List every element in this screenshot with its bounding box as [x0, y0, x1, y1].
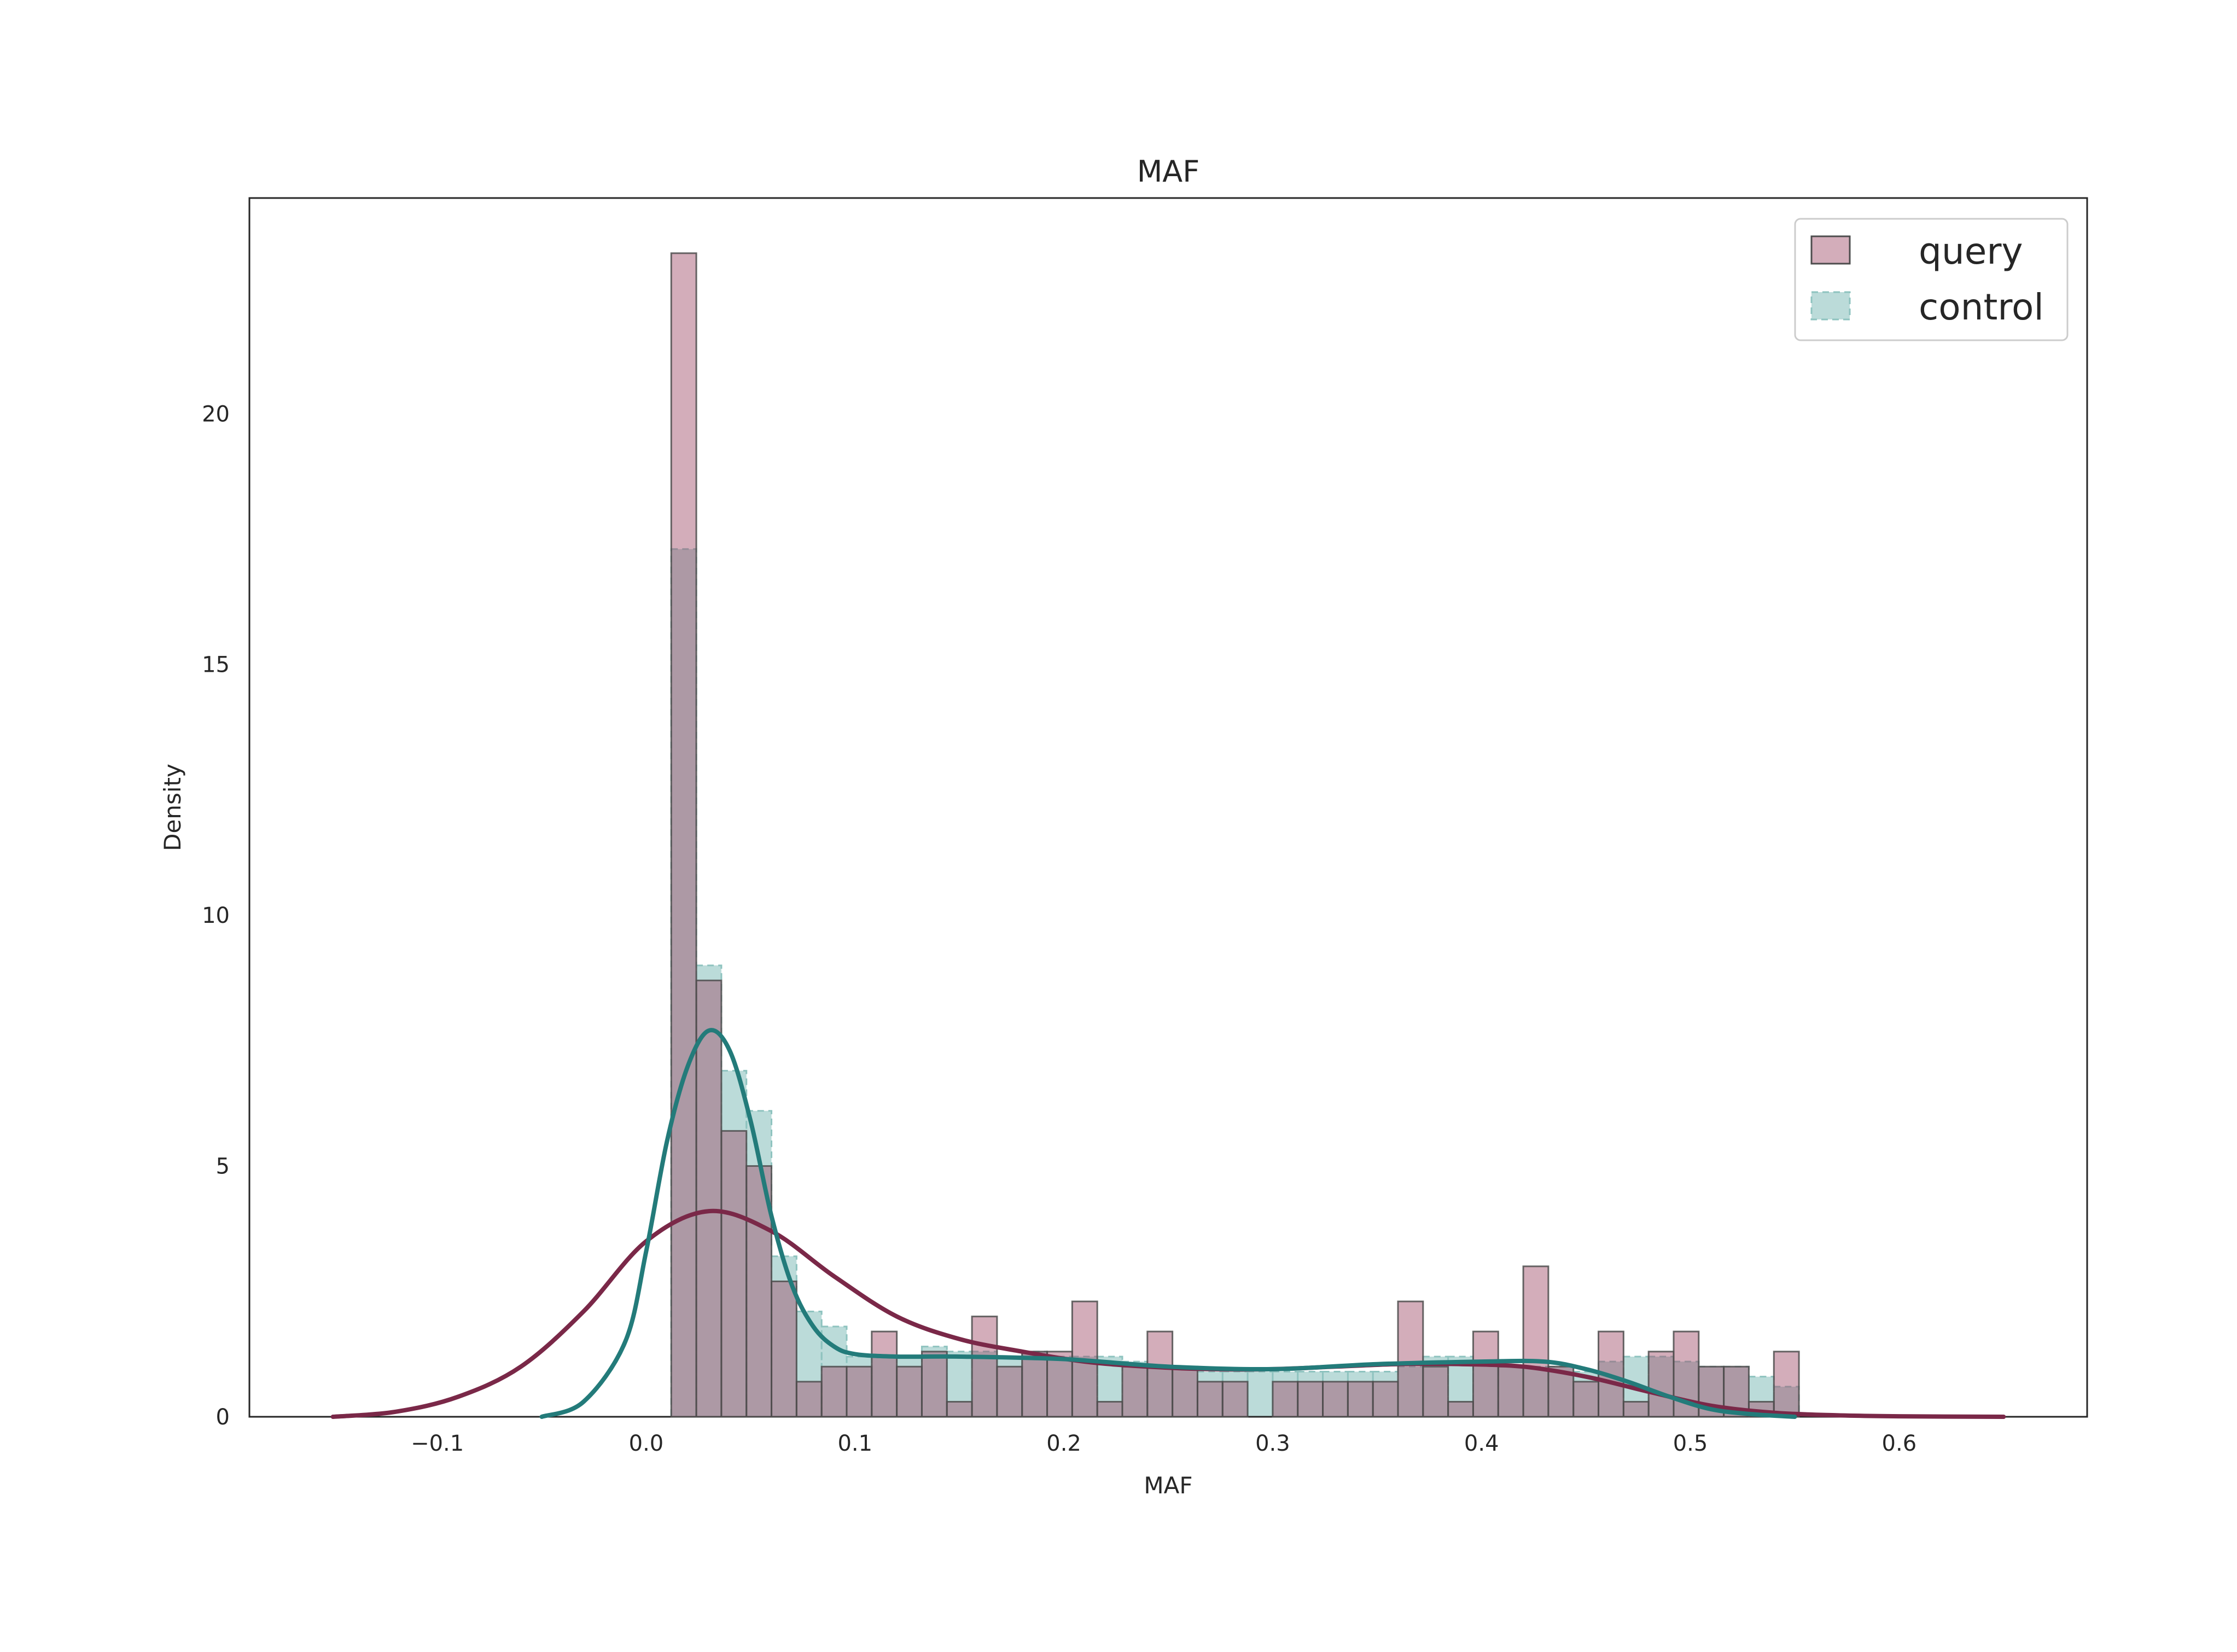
query-bar [1472, 1330, 1499, 1418]
query-bar [921, 1351, 948, 1418]
plot-frame [248, 197, 2088, 1418]
query-bar [1622, 1400, 1650, 1418]
query-bar [820, 1365, 848, 1418]
query-bar [1272, 1381, 1299, 1418]
kde-curves [330, 1028, 2006, 1419]
y-tick-label: 0 [216, 1405, 230, 1430]
y-tick-label: 10 [202, 903, 230, 928]
x-tick-label: 0.6 [1882, 1431, 1917, 1456]
control-bar [946, 1351, 973, 1418]
query-bar [946, 1400, 973, 1418]
query-bar [1297, 1381, 1324, 1418]
query-bar [1146, 1330, 1174, 1418]
control-bar [1647, 1356, 1675, 1418]
query-bar [1447, 1400, 1474, 1418]
x-axis-label: MAF [1144, 1472, 1192, 1499]
query-bar [1647, 1351, 1675, 1418]
query-bar [1773, 1351, 1800, 1418]
legend-swatch-control [1810, 291, 1851, 321]
query-bar [695, 979, 723, 1418]
legend-swatch-query [1810, 235, 1851, 265]
y-tick-label: 15 [202, 653, 230, 678]
x-tick-label: 0.0 [629, 1431, 664, 1456]
query-bar [996, 1365, 1023, 1418]
control-kde-line [539, 1028, 1797, 1419]
query-bar [1021, 1351, 1048, 1418]
legend-box [1794, 218, 2069, 341]
y-tick-label: 20 [202, 402, 230, 427]
query-bar [745, 1165, 773, 1418]
query-bar [871, 1330, 898, 1418]
query-bar [1322, 1381, 1349, 1418]
y-axis-label: Density [159, 764, 186, 851]
chart-title: MAF [1137, 154, 1200, 189]
query-bar [795, 1381, 823, 1418]
y-tick-label: 5 [216, 1154, 230, 1179]
query-bar [771, 1280, 797, 1418]
control-bar [1246, 1370, 1274, 1418]
query-bar [1046, 1351, 1073, 1418]
x-tick-label: 0.2 [1046, 1431, 1081, 1456]
query-bar [1096, 1400, 1123, 1418]
x-axis-ticks: −0.1 0.0 0.1 0.2 0.3 0.4 0.5 0.6 [411, 1431, 1916, 1456]
query-bar [670, 252, 697, 1418]
query-bar [1572, 1381, 1600, 1418]
control-histogram-bars [670, 548, 1800, 1418]
query-bar [1121, 1365, 1149, 1418]
query-histogram-bars [670, 252, 1800, 1418]
x-tick-label: 0.3 [1255, 1431, 1290, 1456]
x-tick-label: 0.5 [1673, 1431, 1708, 1456]
control-bar [1372, 1370, 1399, 1418]
query-bar [1397, 1300, 1424, 1418]
x-tick-label: −0.1 [411, 1431, 464, 1456]
query-bar [1172, 1365, 1198, 1418]
query-bar [1347, 1381, 1374, 1418]
x-tick-label: 0.4 [1464, 1431, 1499, 1456]
query-bar [1497, 1365, 1524, 1418]
query-bar [720, 1130, 748, 1418]
query-bar [1221, 1381, 1249, 1418]
query-bar [971, 1316, 998, 1418]
query-bar [1522, 1265, 1549, 1418]
query-bar [846, 1365, 873, 1418]
legend: query control [1794, 218, 2069, 341]
legend-label-query: query [1919, 230, 2023, 272]
control-bar [1071, 1356, 1098, 1418]
query-bar [1196, 1381, 1224, 1418]
query-bar [896, 1365, 923, 1418]
control-bar [1397, 1365, 1424, 1418]
control-bar [720, 1069, 748, 1418]
query-bar [1422, 1365, 1449, 1418]
y-axis-ticks: 0 5 10 15 20 [202, 402, 230, 1430]
x-tick-label: 0.1 [837, 1431, 872, 1456]
query-bar [1372, 1381, 1399, 1418]
legend-label-control: control [1919, 286, 2044, 328]
